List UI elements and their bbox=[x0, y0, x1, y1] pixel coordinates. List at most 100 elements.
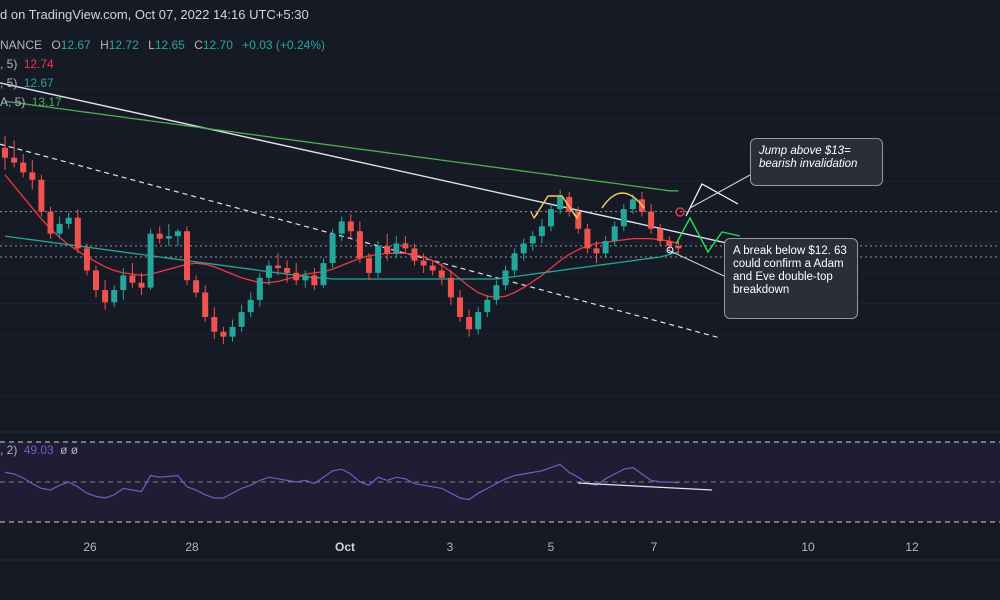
candle-body bbox=[174, 231, 181, 237]
candle-body bbox=[120, 275, 127, 291]
low-label: L bbox=[148, 38, 155, 52]
candle-body bbox=[147, 233, 154, 288]
rsi-legend: , 2) 49.03 ø ø bbox=[0, 443, 78, 457]
candle-body bbox=[293, 272, 300, 281]
ma-line-teal bbox=[4, 235, 679, 280]
change-value: +0.03 (+0.24%) bbox=[242, 38, 325, 52]
low-value: 12.65 bbox=[154, 38, 185, 52]
open-label: O bbox=[51, 38, 61, 52]
candle-body bbox=[74, 217, 81, 249]
time-axis-tick: 3 bbox=[446, 540, 454, 554]
candle-body bbox=[411, 248, 418, 261]
indicator-3-label: A, 5) bbox=[0, 95, 26, 109]
candle-body bbox=[484, 299, 491, 313]
indicator-2-label: , 5) bbox=[0, 76, 18, 90]
pattern-drawings bbox=[530, 174, 751, 277]
candle-body bbox=[475, 312, 482, 330]
candle-body bbox=[466, 317, 473, 330]
time-axis-tick: 28 bbox=[185, 540, 199, 554]
candle-body bbox=[265, 265, 272, 278]
close-value: 12.70 bbox=[202, 38, 233, 52]
open-value: 12.67 bbox=[60, 38, 91, 52]
candle-body bbox=[2, 147, 8, 158]
candle-body bbox=[675, 245, 682, 249]
candle-body bbox=[375, 245, 382, 273]
candle-body bbox=[65, 217, 72, 224]
invalidation-marker bbox=[675, 207, 685, 217]
annotation-pointer-lower bbox=[667, 249, 725, 277]
candle-body bbox=[329, 233, 336, 264]
annotation-invalidation[interactable]: Jump above $13= bearish invalidation bbox=[750, 138, 883, 186]
candle-body bbox=[320, 263, 327, 286]
candle-body bbox=[20, 162, 27, 173]
candle-body bbox=[247, 299, 254, 313]
candle-body bbox=[666, 241, 673, 246]
candle-body bbox=[511, 253, 518, 271]
candle-body bbox=[184, 231, 190, 281]
ma-line-red bbox=[4, 174, 679, 299]
candle-body bbox=[284, 268, 291, 273]
candle-body bbox=[366, 258, 372, 273]
time-axis-tick: 12 bbox=[905, 540, 919, 554]
time-axis-tick: Oct bbox=[334, 540, 356, 554]
candle-body bbox=[311, 275, 318, 286]
candle-body bbox=[602, 241, 609, 254]
candle-body bbox=[193, 280, 200, 293]
candle-body bbox=[438, 270, 445, 278]
candle-body bbox=[402, 243, 409, 249]
candle-body bbox=[548, 209, 554, 227]
candle-body bbox=[584, 228, 591, 249]
candle-body bbox=[566, 196, 573, 212]
indicator-legend-3: A, 5) 13.17 bbox=[0, 95, 62, 109]
price-levels bbox=[0, 211, 1000, 258]
high-label: H bbox=[100, 38, 109, 52]
candle-body bbox=[420, 260, 427, 266]
candle-body bbox=[256, 277, 263, 300]
candle-body bbox=[393, 243, 400, 254]
candle-body bbox=[520, 243, 527, 254]
candle-body bbox=[111, 290, 118, 303]
candle-body bbox=[83, 248, 90, 271]
rsi-value: 49.03 bbox=[23, 443, 54, 457]
moving-averages bbox=[4, 100, 679, 299]
candle-body bbox=[102, 290, 109, 303]
candle-body bbox=[629, 199, 636, 210]
candle-body bbox=[93, 270, 99, 291]
annotation-breakdown[interactable]: A break below $12. 63 could confirm a Ad… bbox=[724, 238, 858, 319]
candle-body bbox=[138, 282, 145, 288]
published-text: d on TradingView.com, Oct 07, 2022 14:16… bbox=[0, 7, 309, 22]
candle-body bbox=[575, 211, 582, 229]
candle-body bbox=[356, 231, 363, 259]
candle-body bbox=[202, 292, 209, 318]
candle-body bbox=[238, 312, 245, 327]
rsi-extra: ø ø bbox=[60, 443, 79, 457]
indicator-1-value: 12.74 bbox=[23, 57, 54, 71]
candle-body bbox=[129, 275, 136, 283]
candle-body bbox=[657, 228, 664, 242]
eve-top-arc bbox=[601, 192, 645, 209]
annotation-breakdown-text: A break below $12. 63 could confirm a Ad… bbox=[733, 245, 847, 296]
descending-resistance-line bbox=[0, 82, 741, 247]
candle-body bbox=[493, 285, 500, 300]
candle-body bbox=[347, 221, 354, 232]
candle-body bbox=[229, 326, 236, 337]
candle-body bbox=[611, 226, 618, 242]
time-axis-tick: 10 bbox=[801, 540, 815, 554]
candle-body bbox=[275, 265, 281, 268]
candle-body bbox=[502, 270, 509, 286]
symbol-suffix: NANCE bbox=[0, 38, 43, 52]
time-axis-tick: 7 bbox=[650, 540, 658, 554]
candle-body bbox=[11, 157, 18, 163]
candle-body bbox=[620, 209, 627, 227]
annotation-pointer-upper bbox=[689, 174, 751, 209]
annotation-invalidation-text: Jump above $13= bearish invalidation bbox=[759, 145, 858, 170]
rsi-line bbox=[4, 463, 679, 501]
close-label: C bbox=[194, 38, 203, 52]
indicator-1-label: , 5) bbox=[0, 57, 18, 71]
indicator-2-value: 12.67 bbox=[23, 76, 54, 90]
indicator-legend-1: , 5) 12.74 bbox=[0, 57, 54, 71]
rsi-divergence-line bbox=[577, 482, 713, 491]
adam-top-marker bbox=[533, 195, 578, 219]
candle-body bbox=[338, 221, 345, 234]
